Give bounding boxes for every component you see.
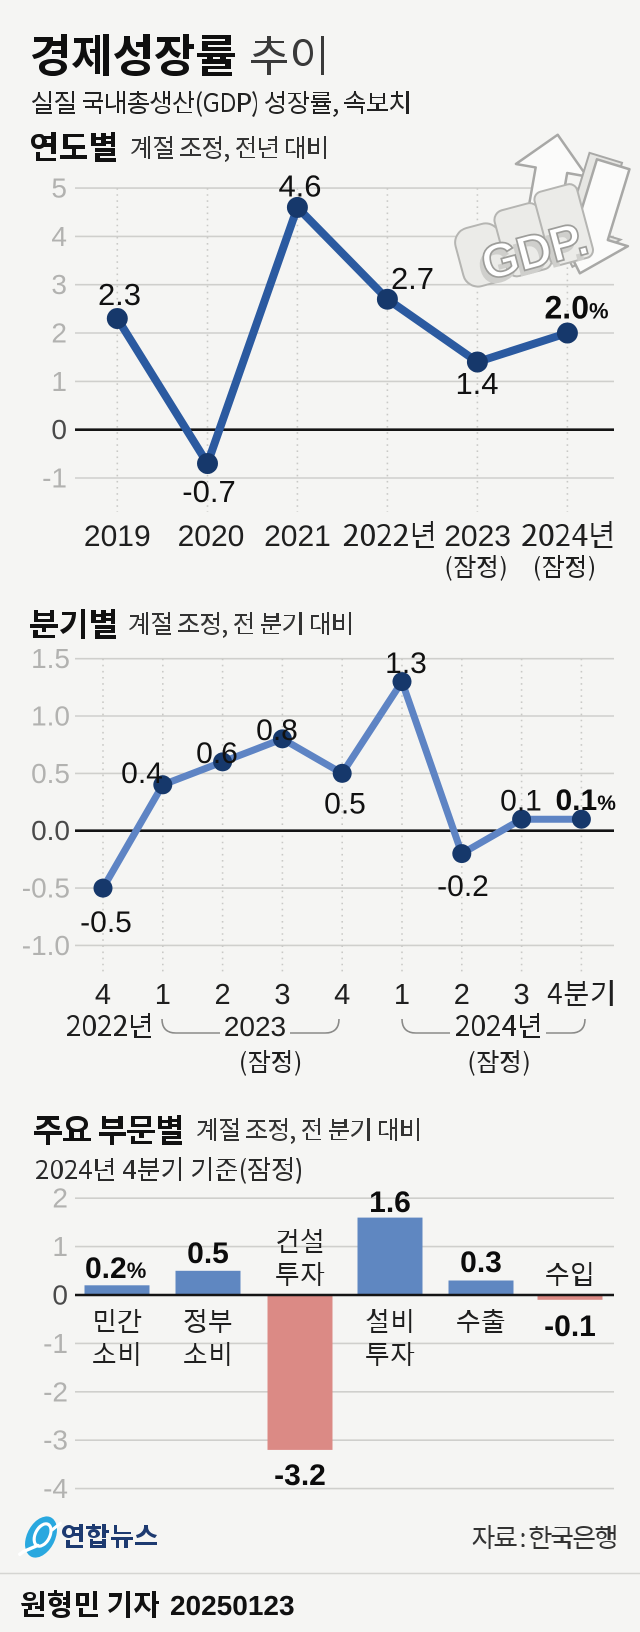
svg-text:1.3: 1.3 bbox=[385, 647, 427, 680]
svg-text:1.4: 1.4 bbox=[455, 366, 498, 401]
svg-text:2023: 2023 bbox=[444, 520, 511, 553]
svg-text:0.2%: 0.2% bbox=[85, 1252, 146, 1285]
svg-text:-1: -1 bbox=[43, 1328, 68, 1359]
svg-text:-2: -2 bbox=[43, 1376, 68, 1407]
svg-text:0.8: 0.8 bbox=[256, 714, 298, 747]
svg-text:0.5: 0.5 bbox=[324, 788, 366, 821]
svg-text:4: 4 bbox=[51, 221, 67, 252]
svg-text:4: 4 bbox=[334, 979, 350, 1011]
svg-text:0.6: 0.6 bbox=[196, 737, 238, 770]
svg-text:0.1: 0.1 bbox=[500, 785, 542, 818]
svg-text:0.5: 0.5 bbox=[187, 1237, 229, 1270]
svg-text:1: 1 bbox=[51, 366, 67, 397]
svg-text:1: 1 bbox=[52, 1231, 68, 1262]
svg-text:-1: -1 bbox=[42, 463, 67, 494]
svg-text:-0.1: -0.1 bbox=[544, 1310, 596, 1343]
svg-text:1.5: 1.5 bbox=[31, 643, 70, 674]
svg-text:1.0: 1.0 bbox=[31, 701, 70, 732]
svg-text:-4: -4 bbox=[43, 1473, 68, 1504]
svg-text:2: 2 bbox=[215, 979, 231, 1011]
svg-text:0.4: 0.4 bbox=[121, 757, 163, 790]
svg-text:0.1%: 0.1% bbox=[556, 784, 617, 817]
svg-text:-1.0: -1.0 bbox=[22, 930, 70, 961]
svg-text:0.3: 0.3 bbox=[460, 1246, 502, 1279]
svg-text:2.3: 2.3 bbox=[98, 277, 141, 312]
svg-text:0: 0 bbox=[52, 1280, 68, 1311]
svg-text:2: 2 bbox=[51, 318, 67, 349]
svg-text:2.7: 2.7 bbox=[391, 261, 434, 296]
svg-text:-0.5: -0.5 bbox=[80, 906, 132, 939]
svg-text:-0.2: -0.2 bbox=[437, 870, 489, 903]
svg-text:2.0%: 2.0% bbox=[545, 290, 609, 326]
svg-text:-0.7: -0.7 bbox=[182, 474, 235, 509]
svg-text:1.6: 1.6 bbox=[369, 1186, 411, 1219]
svg-text:5: 5 bbox=[51, 173, 67, 204]
svg-text:4: 4 bbox=[95, 979, 111, 1011]
svg-text:0: 0 bbox=[51, 414, 67, 445]
svg-text:-3: -3 bbox=[43, 1425, 68, 1456]
svg-text:1: 1 bbox=[394, 979, 410, 1011]
svg-text:-3.2: -3.2 bbox=[274, 1459, 326, 1492]
svg-text:3: 3 bbox=[514, 979, 530, 1011]
svg-text:2023: 2023 bbox=[224, 1011, 286, 1042]
svg-text:0.0: 0.0 bbox=[31, 815, 70, 846]
svg-text:2: 2 bbox=[52, 1183, 68, 1214]
svg-text:2021: 2021 bbox=[264, 520, 331, 553]
svg-text:-0.5: -0.5 bbox=[22, 873, 70, 904]
svg-text:2019: 2019 bbox=[84, 520, 151, 553]
svg-text:3: 3 bbox=[274, 979, 290, 1011]
svg-text:3: 3 bbox=[51, 269, 67, 300]
svg-text:2: 2 bbox=[454, 979, 470, 1011]
svg-text:1: 1 bbox=[155, 979, 171, 1011]
svg-text:2020: 2020 bbox=[178, 520, 245, 553]
svg-text:4.6: 4.6 bbox=[278, 169, 321, 204]
svg-text:20250123: 20250123 bbox=[170, 1590, 295, 1621]
svg-text:0.5: 0.5 bbox=[31, 758, 70, 789]
